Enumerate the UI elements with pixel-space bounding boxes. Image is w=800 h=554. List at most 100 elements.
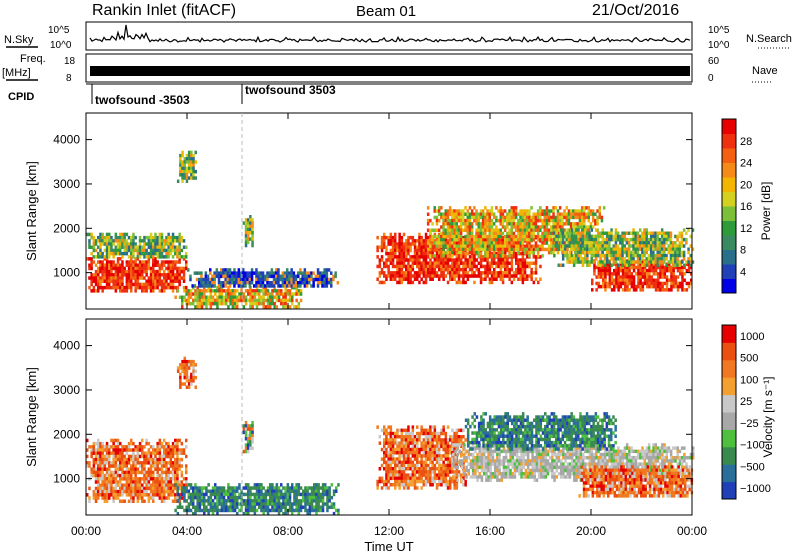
heatmap-cell [281,271,285,275]
heatmap-cell [105,486,109,491]
heatmap-cell [643,260,646,264]
heatmap-cell [290,274,293,279]
heatmap-cell [103,279,107,283]
heatmap-cell [125,248,129,253]
heatmap-cell [427,255,430,259]
heatmap-cell [222,271,225,275]
heatmap-cell [143,239,146,243]
heatmap-cell [552,244,555,248]
heatmap-cell [275,277,278,282]
heatmap-cell [383,245,386,249]
heatmap-cell [149,251,153,256]
heatmap-cell [125,489,129,494]
heatmap-cell [141,489,144,494]
heatmap-cell [196,499,199,503]
heatmap-cell [132,273,135,277]
heatmap-cell [466,251,470,256]
heatmap-cell [451,261,454,265]
heatmap-cell [169,285,173,290]
heatmap-cell [591,278,594,282]
heatmap-cell [160,441,164,446]
heatmap-cell [543,209,546,213]
heatmap-cell [446,225,450,229]
heatmap-cell [586,253,589,258]
heatmap-cell [138,454,142,459]
heatmap-cell [510,238,513,242]
heatmap-cell [605,244,609,248]
heatmap-cell [242,486,246,490]
heatmap-cell [448,225,452,229]
heatmap-cell [530,250,533,255]
heatmap-cell [669,247,673,251]
heatmap-cell [198,301,202,306]
heatmap-cell [216,505,219,509]
heatmap-cell [396,274,399,278]
heatmap-cell [145,470,148,475]
heatmap-cell [455,234,458,239]
heatmap-cell [237,277,241,282]
heatmap-cell [590,253,593,258]
heatmap-cell [678,253,681,258]
heatmap-cell [216,508,219,513]
heatmap-cell [391,248,395,253]
heatmap-cell [628,268,631,273]
heatmap-cell [557,247,560,251]
heatmap-cell [138,461,142,465]
heatmap-cell [418,251,421,256]
heatmap-cell [497,250,500,255]
heatmap-cell [499,206,502,210]
heatmap-cell [517,261,520,265]
heatmap-cell [185,438,188,443]
heatmap-cell [94,480,98,484]
heatmap-cell [236,495,239,500]
heatmap-cell [119,448,122,452]
freq-tick-bottom: 8 [66,73,72,84]
heatmap-cell [229,298,232,303]
heatmap-cell [244,243,248,248]
heatmap-cell [176,260,179,264]
heatmap-cell [495,215,498,220]
heatmap-cell [268,281,271,285]
colorbar-tick-label: 28 [740,136,752,148]
heatmap-cell [687,265,691,270]
heatmap-cell [134,285,137,290]
heatmap-cell [523,212,527,216]
heatmap-cell [160,483,164,487]
heatmap-cell [416,258,419,262]
heatmap-cell [455,231,458,236]
heatmap-cell [205,492,208,497]
heatmap-cell [479,258,483,262]
heatmap-cell [141,451,144,455]
heatmap-cell [90,266,93,271]
heatmap-cell [567,222,571,226]
heatmap-cell [649,237,653,242]
heatmap-cell [470,228,474,232]
heatmap-cell [462,218,465,223]
heatmap-cell [435,247,439,252]
heatmap-cell [497,247,500,252]
heatmap-cell [499,212,502,216]
heatmap-cell [481,244,485,248]
heatmap-cell [470,222,474,226]
heatmap-cell [559,263,563,267]
heatmap-cell [281,274,285,279]
heatmap-cell [422,255,426,259]
heatmap-cell [558,212,562,216]
heatmap-cell [323,284,326,288]
heatmap-cell [442,274,445,278]
heatmap-cell [114,464,118,468]
heatmap-cell [132,461,135,465]
heatmap-cell [176,279,179,283]
heatmap-cell [167,454,170,459]
heatmap-cell [108,454,111,459]
heatmap-cell [143,464,146,468]
heatmap-cell [301,281,304,285]
heatmap-cell [123,239,126,243]
heatmap-cell [134,269,137,274]
heatmap-cell [127,448,131,452]
heatmap-cell [154,285,157,290]
heatmap-cell [125,269,129,274]
heatmap-cell [407,274,410,278]
heatmap-cell [626,275,629,279]
